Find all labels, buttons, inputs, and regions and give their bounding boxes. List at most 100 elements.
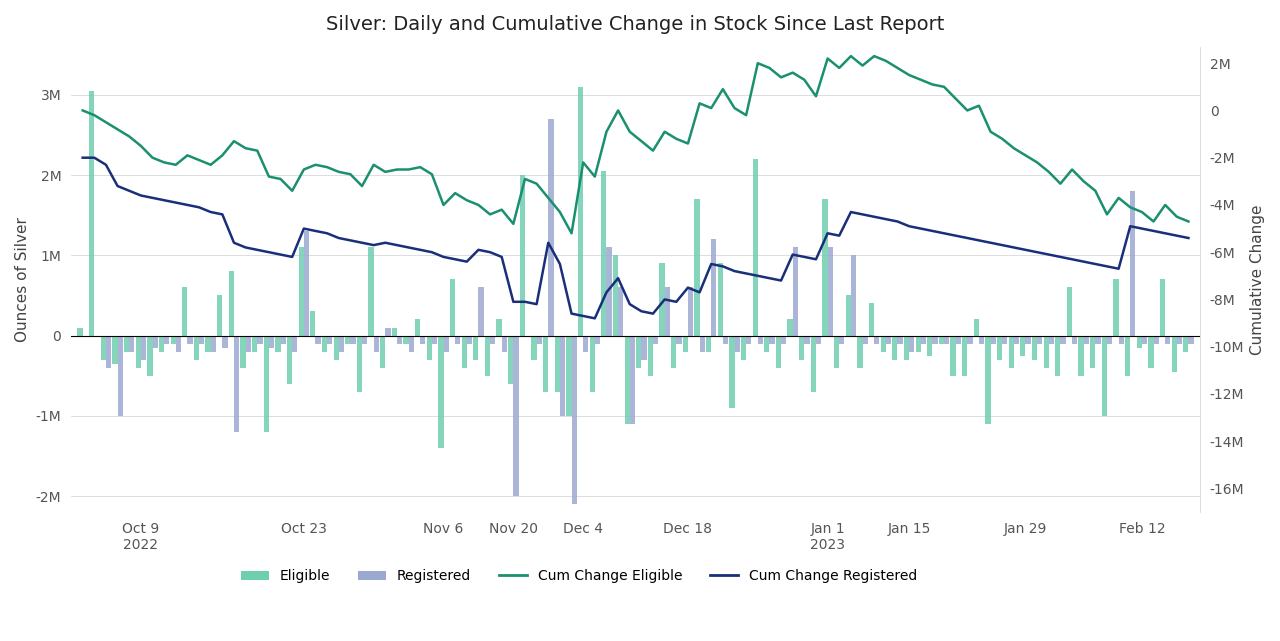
Bar [1037,335,1042,344]
Bar [218,296,223,335]
Bar [187,335,193,344]
Bar [280,335,285,344]
Bar [1114,279,1119,335]
Bar [1153,335,1158,344]
Bar [118,335,123,416]
Bar [682,335,687,351]
Bar [559,335,566,416]
Bar [1060,335,1066,344]
Bar [630,335,635,424]
Bar [113,335,118,363]
Bar [1142,335,1147,344]
Bar [1014,335,1019,344]
Bar [124,335,129,351]
Bar [374,335,379,351]
Bar [799,335,804,360]
Bar [357,335,362,392]
Bar [474,335,479,360]
Bar [328,335,333,344]
Bar [241,335,246,368]
Bar [310,312,315,335]
Bar [497,319,502,335]
Bar [1002,335,1007,344]
Bar [758,335,763,344]
Bar [700,335,705,351]
Bar [420,335,425,344]
Bar [1020,335,1025,356]
Bar [625,335,630,424]
Bar [613,255,618,335]
Bar [543,335,548,392]
Bar [346,335,351,344]
Bar [141,335,146,360]
Bar [159,335,164,351]
Bar [769,335,774,344]
Bar [874,335,879,344]
Bar [1096,335,1101,344]
Bar [641,335,646,360]
Bar [938,335,945,344]
Bar [723,335,728,344]
Bar [1188,335,1194,344]
Bar [234,335,239,432]
Bar [746,335,751,344]
Bar [584,335,589,351]
Bar [339,335,344,351]
Bar [590,335,595,392]
Bar [997,335,1002,360]
Bar [520,175,525,335]
Bar [1171,335,1176,372]
Bar [467,335,472,344]
Bar [1048,335,1053,344]
Bar [741,335,746,360]
Bar [607,247,612,335]
Bar [858,335,863,368]
Bar [735,335,740,351]
Bar [298,247,303,335]
Bar [932,335,938,344]
Bar [991,335,996,344]
Bar [385,328,390,335]
Bar [508,335,513,384]
Bar [1119,335,1124,344]
Bar [815,335,822,344]
Bar [223,335,228,347]
Bar [1084,335,1089,344]
Bar [431,335,436,344]
Bar [1102,335,1107,416]
Bar [438,335,443,448]
Bar [426,335,431,360]
Bar [292,335,297,351]
Bar [804,335,809,344]
Bar [618,287,623,335]
Bar [175,335,180,351]
Y-axis label: Ounces of Silver: Ounces of Silver [15,217,29,342]
Bar [602,171,607,335]
Bar [1009,335,1014,368]
Bar [712,239,717,335]
Bar [846,296,851,335]
Bar [193,335,200,360]
Bar [1043,335,1048,368]
Bar [275,335,280,351]
Legend: Eligible, Registered, Cum Change Eligible, Cum Change Registered: Eligible, Registered, Cum Change Eligibl… [236,564,923,589]
Bar [676,335,681,344]
Bar [106,335,111,368]
Bar [1073,335,1078,344]
Bar [1148,335,1153,368]
Bar [211,335,216,351]
Bar [909,335,914,351]
Bar [380,335,385,368]
Bar [566,335,572,416]
Bar [443,335,449,351]
Bar [927,335,932,356]
Bar [1091,335,1096,368]
Bar [974,319,979,335]
Bar [753,159,758,335]
Bar [90,91,95,335]
Bar [863,335,868,344]
Bar [730,335,735,408]
Bar [182,287,187,335]
Bar [264,335,269,432]
Bar [485,335,490,376]
